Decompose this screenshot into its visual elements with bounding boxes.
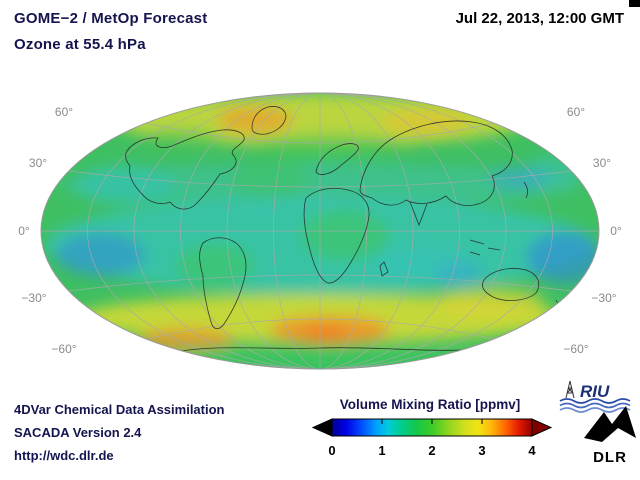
colorbar-underflow-arrow-icon (311, 418, 333, 437)
dlr-logo: DLR (584, 406, 636, 466)
lat-label-60n-right: 60° (567, 105, 585, 119)
colorbar-tick-marks (381, 419, 483, 424)
dlr-bird-icon (584, 406, 636, 442)
page-title: GOME−2 / MetOp Forecast (14, 10, 208, 27)
lat-label-60n-left: 60° (55, 105, 73, 119)
lat-label-0-right: 0° (610, 224, 622, 238)
lat-label-30n-right: 30° (593, 156, 611, 170)
dlr-text: DLR (593, 449, 627, 466)
colorbar-tick-2: 2 (428, 443, 435, 458)
lat-label-30n-left: 30° (29, 156, 47, 170)
footer-url-label: http://wdc.dlr.de (14, 448, 114, 463)
lat-label-30s-left: −30° (21, 291, 46, 305)
footer-version-label: SACADA Version 2.4 (14, 425, 142, 440)
colorbar-tick-0: 0 (328, 443, 335, 458)
forecast-datetime: Jul 22, 2013, 12:00 GMT (455, 10, 624, 27)
ozone-field (41, 93, 599, 369)
colorbar-tick-labels: 0 1 2 3 4 (328, 443, 536, 458)
footer-assimilation-label: 4DVar Chemical Data Assimilation (14, 402, 225, 417)
lat-label-60s-right: −60° (563, 342, 588, 356)
colorbar-tick-4: 4 (528, 443, 536, 458)
continent-outlines (125, 106, 561, 353)
page-subtitle: Ozone at 55.4 hPa (14, 36, 146, 53)
lat-label-0-left: 0° (18, 224, 30, 238)
riu-waves-icon (559, 398, 631, 413)
graticule (41, 92, 599, 370)
colorbar-title: Volume Mixing Ratio [ppmv] (340, 397, 521, 412)
lat-label-30s-right: −30° (591, 291, 616, 305)
riu-logo: RIU (559, 380, 631, 413)
corner-mark (629, 0, 640, 7)
riu-text: RIU (580, 382, 610, 401)
colorbar-overflow-arrow-icon (531, 418, 553, 437)
world-map: 60° 30° 0° −30° −60° 60° 30° 0° −30° −60… (18, 92, 622, 370)
colorbar: Volume Mixing Ratio [ppmv] 0 1 2 3 4 (311, 397, 553, 458)
latitude-labels: 60° 30° 0° −30° −60° 60° 30° 0° −30° −60… (18, 105, 622, 356)
colorbar-tick-1: 1 (378, 443, 385, 458)
map-boundary (40, 92, 600, 370)
colorbar-tick-3: 3 (478, 443, 485, 458)
riu-mast-icon (565, 380, 575, 399)
lat-label-60s-left: −60° (51, 342, 76, 356)
